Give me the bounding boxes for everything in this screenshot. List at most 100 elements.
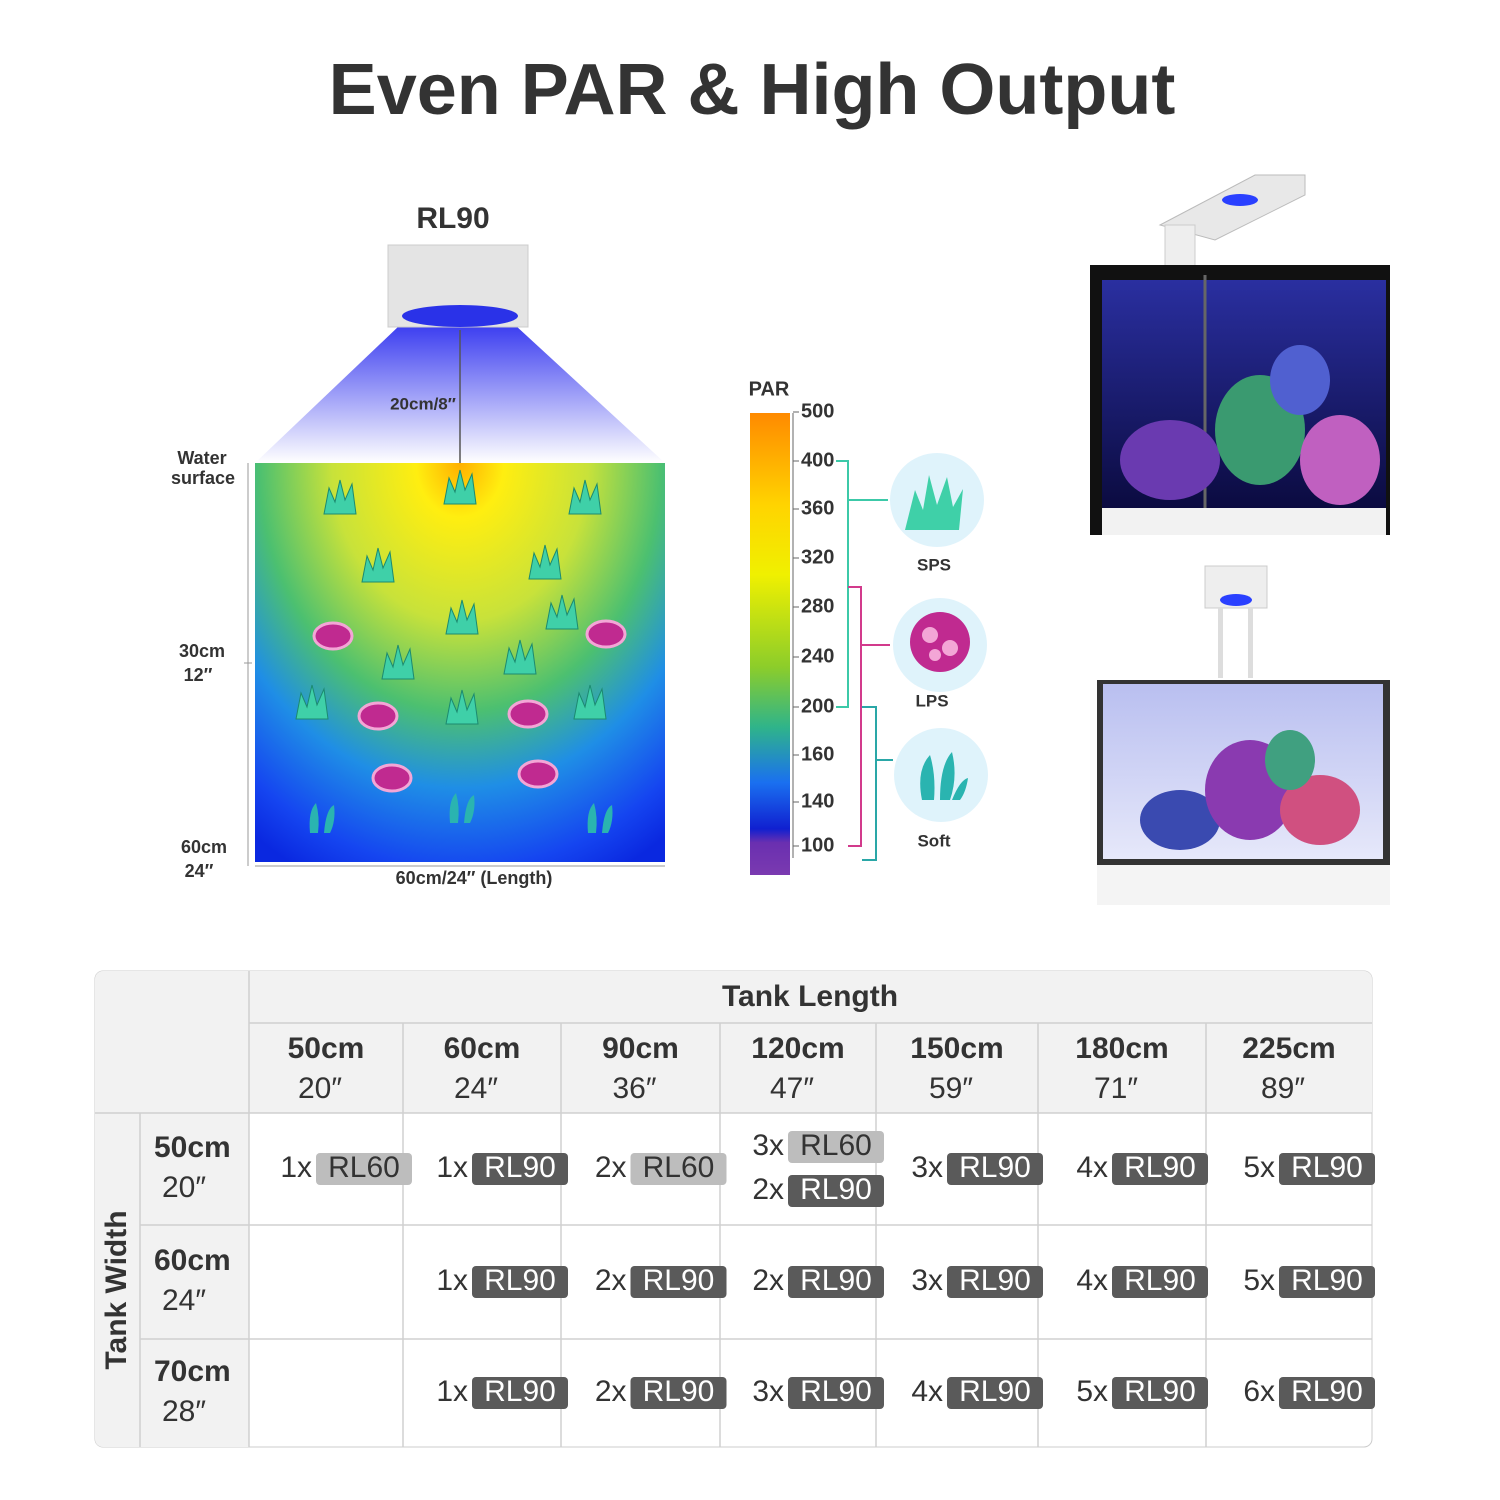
coral-label: Soft [917, 831, 950, 850]
par-tick-label: 360 [801, 497, 834, 519]
lamp-model: RL90 [1124, 1375, 1196, 1408]
sps-icon [890, 453, 984, 547]
lps-icon [910, 612, 970, 672]
lamp-model: RL60 [800, 1129, 872, 1162]
row-label: 50cm [154, 1131, 231, 1164]
column-label: 59″ [929, 1072, 973, 1105]
column-label: 47″ [770, 1072, 814, 1105]
sps-bracket [836, 460, 849, 708]
lamp-badge [947, 1377, 1043, 1409]
column-label: 180cm [1075, 1032, 1168, 1065]
row-label: 28″ [162, 1395, 206, 1428]
lamp-badge [472, 1266, 568, 1298]
lamp-count: 3x [911, 1151, 943, 1184]
coral-icon [503, 639, 537, 675]
lamp-badge [788, 1131, 884, 1163]
lamp-count: 1x [436, 1375, 468, 1408]
lamp-model: RL90 [484, 1264, 556, 1297]
par-tick-label: 500 [801, 400, 834, 422]
column-label: 71″ [1094, 1072, 1138, 1105]
par-tick-label: 140 [801, 790, 834, 812]
lamp-badge [947, 1153, 1043, 1185]
coral-icon [309, 803, 335, 833]
coral-icon [449, 793, 475, 823]
lamp-count: 1x [436, 1151, 468, 1184]
table-row-header-bg [95, 1113, 249, 1447]
lamp-count: 3x [911, 1264, 943, 1297]
tank-photo [1097, 565, 1390, 905]
lamp-badge [788, 1266, 884, 1298]
lamp-badge [630, 1153, 727, 1185]
row-label: 24″ [162, 1284, 206, 1317]
column-label: 60cm [444, 1032, 521, 1065]
lamp-count: 2x [595, 1375, 627, 1408]
lamp-count: 4x [1076, 1264, 1108, 1297]
water-surface-label: Water [177, 448, 226, 468]
coral-icons [295, 469, 627, 833]
column-label: 225cm [1242, 1032, 1335, 1065]
lamp-count: 6x [1243, 1375, 1275, 1408]
table-header-bg [95, 971, 1372, 1113]
lamp-count: 2x [595, 1151, 627, 1184]
coral-icon [312, 621, 354, 651]
column-label: 89″ [1261, 1072, 1305, 1105]
coral-icon [295, 684, 329, 720]
column-label: 24″ [454, 1072, 498, 1105]
depth-label: 24″ [185, 861, 214, 881]
lamp-badge [472, 1153, 568, 1185]
lamp-badge [316, 1153, 412, 1185]
par-tick-label: 200 [801, 695, 834, 717]
coral-icon [323, 479, 357, 515]
row-label: 70cm [154, 1355, 231, 1388]
lamp-count: 5x [1243, 1151, 1275, 1184]
coral-icon [585, 619, 627, 649]
fixture-label: RL90 [416, 202, 489, 235]
lamp-model: RL90 [959, 1264, 1031, 1297]
column-label: 150cm [910, 1032, 1003, 1065]
lamp-model: RL60 [328, 1151, 400, 1184]
par-tick-label: 240 [801, 645, 834, 667]
par-tick-label: 160 [801, 743, 834, 765]
lamp-model: RL90 [643, 1375, 715, 1408]
lamp-model: RL90 [1291, 1151, 1363, 1184]
coral-label: SPS [917, 555, 951, 574]
lamp-count: 2x [752, 1173, 784, 1206]
row-header: Tank Width [100, 1210, 133, 1369]
coral-icon [517, 759, 559, 789]
lamp-badge [1112, 1377, 1208, 1409]
lamp-model: RL90 [643, 1264, 715, 1297]
lamp-model: RL90 [1124, 1264, 1196, 1297]
lamp-badge [630, 1377, 727, 1409]
fixture-lens [402, 305, 518, 327]
lamp-count: 2x [752, 1264, 784, 1297]
lamp-badge [1112, 1266, 1208, 1298]
column-label: 90cm [602, 1032, 679, 1065]
lamp-count: 5x [1243, 1264, 1275, 1297]
coral-icon [371, 763, 413, 793]
lamp-badge [1279, 1377, 1375, 1409]
lamp-count: 1x [436, 1264, 468, 1297]
lamp-model: RL60 [643, 1151, 715, 1184]
lamp-badge [1279, 1266, 1375, 1298]
coral-icon [507, 699, 549, 729]
coral-icon [568, 479, 602, 515]
lamp-badge [947, 1266, 1043, 1298]
par-tick-label: 400 [801, 449, 834, 471]
lamp-model: RL90 [1291, 1375, 1363, 1408]
coral-icon [445, 689, 479, 725]
lamp-count: 4x [911, 1375, 943, 1408]
lamp-badge [1279, 1153, 1375, 1185]
column-label: 20″ [298, 1072, 342, 1105]
lamp-badge [472, 1377, 568, 1409]
lamp-count: 5x [1076, 1375, 1108, 1408]
coral-icon [357, 701, 399, 731]
lamp-badge [630, 1266, 727, 1298]
length-label: 60cm/24″ (Length) [396, 868, 553, 888]
depth-label: 30cm [179, 641, 225, 661]
par-map [255, 463, 665, 862]
lamp-count: 1x [280, 1151, 312, 1184]
column-label: 36″ [613, 1072, 657, 1105]
soft-icon [894, 728, 988, 822]
depth-label: 12″ [184, 665, 213, 685]
